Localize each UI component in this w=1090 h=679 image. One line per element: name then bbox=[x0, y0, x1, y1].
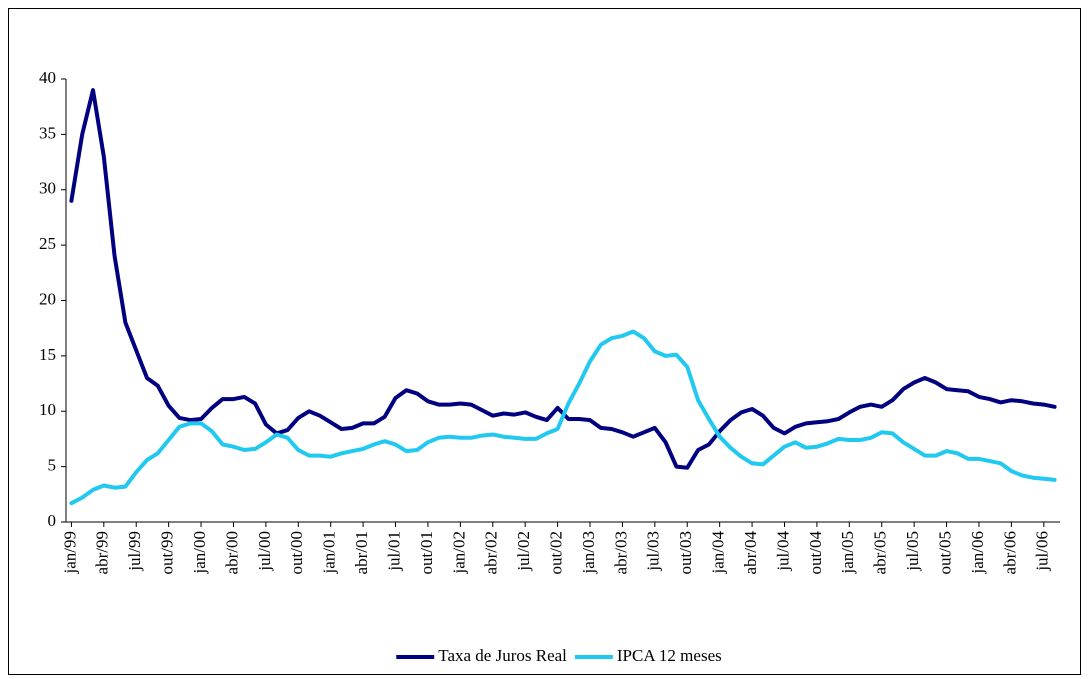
x-tick-label: abr/05 bbox=[871, 531, 890, 574]
y-tick-label: 35 bbox=[39, 123, 56, 142]
x-tick-label: jul/01 bbox=[384, 531, 403, 572]
x-tick-label: out/05 bbox=[935, 531, 954, 574]
x-tick-label: abr/01 bbox=[352, 531, 371, 574]
x-tick-label: abr/99 bbox=[93, 531, 112, 574]
x-tick-label: out/01 bbox=[417, 531, 436, 574]
x-tick-label: jul/05 bbox=[903, 531, 922, 572]
x-tick-label: jan/02 bbox=[449, 531, 468, 575]
y-tick-label: 0 bbox=[48, 511, 57, 530]
x-tick-label: abr/02 bbox=[482, 531, 501, 574]
y-tick-label: 30 bbox=[39, 179, 56, 198]
x-tick-label: jan/00 bbox=[190, 531, 209, 575]
x-tick-label: jan/03 bbox=[579, 531, 598, 575]
x-tick-label: abr/03 bbox=[611, 531, 630, 574]
x-tick-label: out/99 bbox=[158, 531, 177, 574]
x-tick-label: jan/01 bbox=[320, 531, 339, 575]
x-tick-label: abr/00 bbox=[222, 531, 241, 574]
x-tick-label: abr/04 bbox=[741, 531, 760, 575]
legend-label: IPCA 12 meses bbox=[617, 646, 722, 665]
x-tick-label: jan/05 bbox=[838, 531, 857, 575]
y-tick-label: 20 bbox=[39, 289, 56, 308]
y-tick-label: 10 bbox=[39, 400, 56, 419]
x-tick-label: jul/04 bbox=[773, 531, 792, 572]
series-line bbox=[69, 329, 1057, 506]
x-tick-label: abr/06 bbox=[1000, 531, 1019, 574]
x-tick-label: jul/99 bbox=[125, 531, 144, 572]
y-tick-label: 40 bbox=[39, 68, 56, 87]
x-tick-label: jan/06 bbox=[968, 531, 987, 575]
x-tick-label: jan/04 bbox=[709, 531, 728, 575]
chart-border bbox=[8, 8, 1081, 675]
x-tick-label: out/04 bbox=[806, 531, 825, 575]
x-tick-label: jul/00 bbox=[255, 531, 274, 572]
x-tick-label: out/00 bbox=[287, 531, 306, 574]
x-tick-label: jul/06 bbox=[1033, 531, 1052, 572]
y-tick-label: 5 bbox=[48, 456, 57, 475]
y-tick-label: 25 bbox=[39, 234, 56, 253]
x-tick-label: out/03 bbox=[676, 531, 695, 574]
y-tick-label: 15 bbox=[39, 345, 56, 364]
legend-label: Taxa de Juros Real bbox=[438, 646, 567, 665]
x-tick-label: jul/03 bbox=[644, 531, 663, 572]
x-tick-label: jan/99 bbox=[60, 531, 79, 575]
x-tick-label: out/02 bbox=[547, 531, 566, 574]
x-tick-label: jul/02 bbox=[514, 531, 533, 572]
